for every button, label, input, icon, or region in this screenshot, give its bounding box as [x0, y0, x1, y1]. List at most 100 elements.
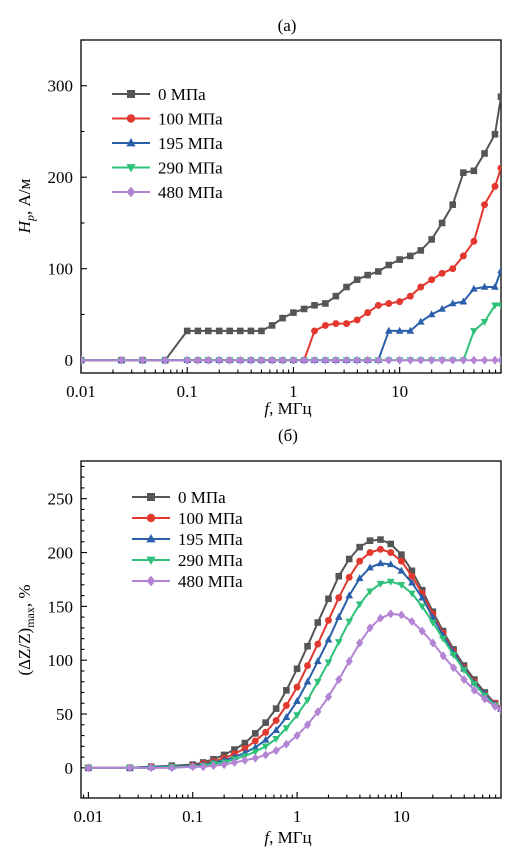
data-point — [194, 327, 202, 335]
legend-marker — [126, 186, 136, 198]
data-point — [205, 327, 212, 335]
data-point — [335, 594, 343, 602]
data-point — [385, 300, 393, 307]
data-point — [209, 761, 218, 771]
plot-frame-a — [80, 39, 502, 374]
data-point — [278, 355, 287, 365]
data-point — [366, 549, 374, 556]
data-point — [417, 283, 425, 291]
data-point — [460, 675, 468, 685]
legend-label: 100 МПа — [178, 509, 243, 528]
data-point — [257, 355, 266, 365]
data-point — [268, 355, 276, 365]
data-point — [183, 327, 191, 335]
data-point — [345, 591, 354, 599]
data-point — [366, 588, 374, 596]
y-tick-label: 0 — [65, 759, 74, 778]
data-point — [282, 739, 291, 749]
data-point — [247, 355, 255, 365]
data-point — [438, 304, 446, 312]
data-point — [470, 328, 478, 336]
data-point — [385, 261, 393, 269]
panel-a-label: (a) — [278, 16, 297, 35]
data-point — [334, 639, 343, 647]
data-point — [397, 557, 405, 565]
data-point — [189, 762, 197, 772]
data-point — [480, 282, 489, 290]
legend-label: 480 МПа — [178, 572, 243, 591]
data-point — [386, 560, 395, 568]
data-point — [332, 320, 340, 328]
x-tick-label: 1 — [289, 382, 298, 401]
data-point — [417, 355, 425, 365]
data-point — [397, 582, 406, 589]
data-point — [283, 687, 290, 694]
legend-marker — [127, 90, 135, 98]
data-point — [252, 730, 259, 737]
data-point — [293, 665, 301, 673]
y-tick-label: 200 — [48, 168, 74, 187]
data-point — [395, 326, 404, 334]
data-point — [480, 318, 489, 326]
data-point — [324, 659, 333, 667]
x-axis-label-a: f, МГц — [264, 399, 311, 418]
data-point — [497, 355, 501, 365]
data-point — [491, 130, 499, 138]
legend-label: 480 МПа — [158, 183, 223, 202]
data-point — [497, 164, 501, 172]
legend-marker — [126, 164, 136, 173]
data-point — [429, 638, 437, 648]
plot-frame-b — [80, 460, 502, 799]
data-point — [345, 573, 353, 581]
data-point — [356, 543, 363, 551]
data-point — [310, 355, 319, 365]
data-point — [304, 662, 312, 670]
legend-label: 290 МПа — [178, 551, 243, 570]
data-point — [293, 696, 301, 704]
series-line-0 — [88, 538, 501, 769]
data-point — [251, 748, 260, 756]
data-point — [470, 355, 478, 365]
data-point — [406, 292, 414, 300]
data-point — [236, 355, 244, 365]
data-point — [366, 623, 374, 633]
data-point — [397, 566, 406, 574]
data-point — [314, 657, 322, 665]
data-point — [480, 355, 489, 365]
data-point — [314, 640, 322, 648]
data-point — [398, 551, 405, 558]
data-point — [289, 355, 298, 365]
data-point — [366, 563, 374, 571]
data-point — [470, 685, 478, 695]
data-point — [396, 355, 404, 365]
data-point — [428, 236, 435, 243]
data-point — [345, 618, 354, 626]
data-point — [460, 169, 467, 176]
data-point — [251, 737, 259, 745]
data-point — [334, 612, 343, 620]
series-line-1 — [81, 167, 501, 362]
data-point — [262, 719, 269, 726]
data-point — [491, 702, 499, 711]
panel-b-label: (б) — [278, 426, 298, 445]
data-point — [303, 720, 312, 730]
data-point — [194, 355, 202, 365]
legend-label: 195 МПа — [158, 134, 223, 153]
data-point — [332, 355, 340, 365]
data-point — [459, 297, 468, 305]
data-point — [262, 728, 270, 736]
data-point — [81, 355, 85, 365]
y-tick-label: 100 — [48, 260, 74, 279]
data-point — [251, 753, 259, 763]
data-point — [356, 557, 364, 565]
data-point — [345, 555, 353, 563]
x-tick-label: 10 — [391, 382, 408, 401]
data-point — [343, 283, 350, 291]
data-point — [438, 269, 446, 277]
data-point — [470, 681, 479, 688]
data-point — [439, 635, 447, 643]
data-point — [261, 743, 270, 751]
